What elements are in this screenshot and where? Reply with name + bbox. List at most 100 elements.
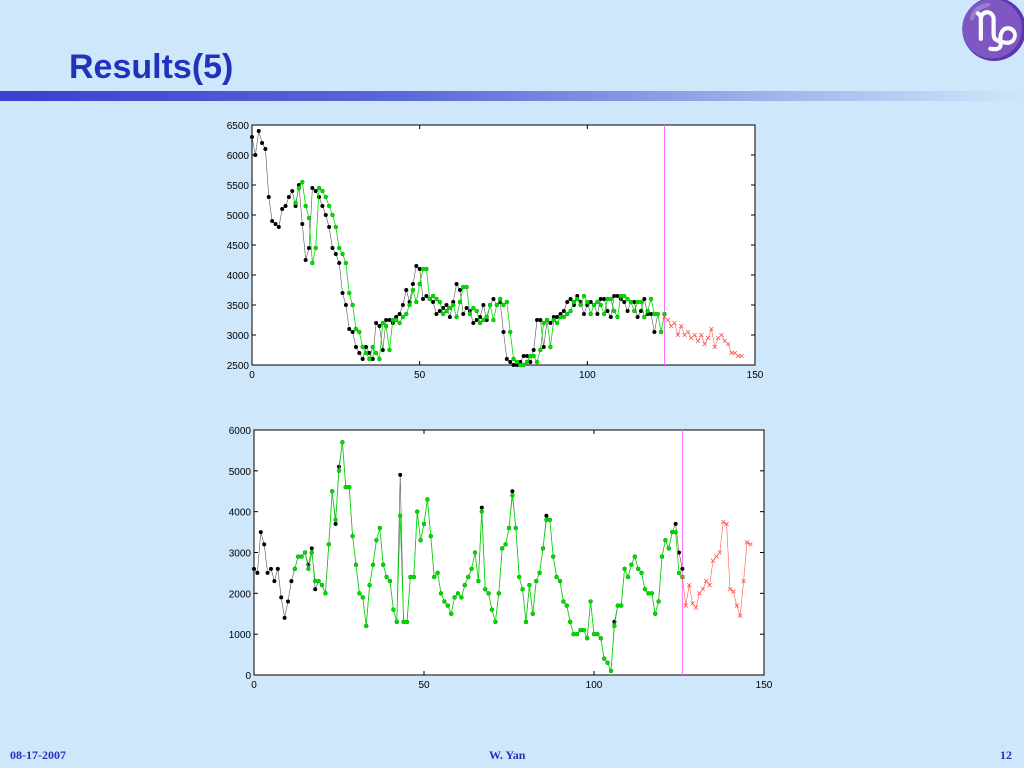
x-tick-label: 100 — [579, 370, 596, 381]
point-fitted — [400, 314, 406, 320]
point-observed — [310, 186, 315, 190]
point-observed — [479, 505, 484, 510]
point-fitted — [476, 578, 481, 584]
point-observed — [250, 135, 254, 139]
point-forecast-cross — [690, 601, 695, 606]
point-observed — [424, 294, 429, 298]
point-observed — [414, 264, 419, 268]
point-fitted — [557, 578, 563, 584]
point-observed — [635, 315, 640, 319]
point-fitted — [442, 599, 447, 604]
point-fitted — [598, 636, 603, 641]
x-tick-label: 0 — [249, 370, 255, 381]
point-fitted — [397, 320, 402, 326]
point-fitted — [608, 296, 614, 302]
point-fitted — [445, 603, 451, 608]
point-fitted — [343, 260, 349, 266]
point-forecast-cross — [732, 350, 738, 356]
point-observed — [652, 330, 657, 334]
point-fitted — [347, 290, 352, 296]
point-observed — [364, 345, 369, 349]
point-fitted — [551, 317, 556, 323]
y-tick-label: 1000 — [229, 630, 252, 641]
point-fitted — [437, 299, 442, 305]
point-observed — [437, 309, 442, 313]
point-forecast-cross — [692, 332, 697, 338]
point-fitted — [357, 329, 362, 335]
point-fitted — [414, 509, 420, 514]
point-fitted — [554, 320, 560, 326]
point-observed — [588, 300, 593, 304]
point-fitted — [380, 562, 386, 567]
point-forecast-cross — [725, 341, 731, 347]
point-fitted — [373, 350, 379, 356]
point-fitted — [622, 293, 627, 299]
point-fitted — [452, 595, 457, 600]
point-fitted — [326, 203, 332, 209]
point-fitted — [484, 314, 489, 320]
point-observed — [384, 318, 389, 322]
point-observed — [510, 489, 515, 494]
point-fitted — [457, 299, 463, 305]
point-fitted — [370, 344, 375, 350]
point-observed — [575, 294, 580, 298]
y-tick-label: 0 — [245, 671, 251, 682]
point-observed — [464, 306, 469, 310]
point-forecast-cross — [683, 603, 689, 608]
point-observed — [300, 222, 305, 226]
point-fitted — [649, 591, 654, 596]
point-fitted — [540, 546, 546, 551]
point-observed — [279, 595, 284, 600]
point-fitted — [548, 344, 553, 350]
point-forecast-cross — [722, 338, 728, 344]
point-fitted — [511, 356, 516, 362]
point-observed — [474, 318, 479, 322]
point-fitted — [662, 311, 667, 317]
slide-title: Results(5) — [69, 48, 234, 86]
point-fitted — [513, 525, 518, 531]
point-fitted — [424, 266, 429, 272]
footer-author: W. Yan — [489, 748, 526, 762]
point-fitted — [629, 562, 634, 567]
point-fitted — [585, 636, 590, 641]
point-observed — [350, 330, 355, 334]
point-fitted — [612, 623, 617, 629]
y-tick-label: 5000 — [229, 467, 252, 478]
point-observed — [337, 261, 342, 265]
point-fitted — [383, 323, 389, 329]
point-observed — [273, 222, 278, 226]
point-fitted — [336, 468, 342, 474]
point-observed — [622, 300, 627, 304]
point-fitted — [300, 179, 305, 185]
point-fitted — [608, 668, 614, 674]
point-fitted — [425, 497, 430, 502]
point-fitted — [591, 302, 597, 308]
point-fitted — [554, 574, 559, 580]
point-fitted — [346, 484, 352, 490]
point-observed — [605, 309, 610, 313]
point-observed — [471, 321, 476, 325]
point-fitted — [306, 215, 312, 221]
y-tick-label: 6500 — [227, 121, 250, 132]
point-observed — [535, 318, 540, 322]
point-forecast-cross — [686, 582, 692, 588]
point-observed — [531, 348, 536, 352]
point-fitted — [404, 619, 410, 625]
point-fitted — [575, 296, 580, 302]
point-fitted — [527, 582, 532, 588]
point-fitted — [601, 311, 607, 317]
point-fitted — [380, 320, 385, 326]
point-forecast-cross — [744, 540, 750, 545]
point-observed — [343, 303, 348, 307]
point-fitted — [636, 566, 641, 572]
point-forecast-cross — [734, 603, 740, 608]
series-line-forecast — [664, 316, 742, 357]
point-fitted — [394, 619, 400, 625]
point-observed — [504, 357, 509, 361]
y-tick-label: 2000 — [229, 589, 252, 600]
point-forecast-cross — [727, 586, 733, 592]
point-observed — [461, 312, 466, 316]
point-forecast-cross — [702, 341, 707, 347]
point-fitted — [447, 305, 453, 311]
y-tick-label: 3000 — [229, 549, 252, 560]
